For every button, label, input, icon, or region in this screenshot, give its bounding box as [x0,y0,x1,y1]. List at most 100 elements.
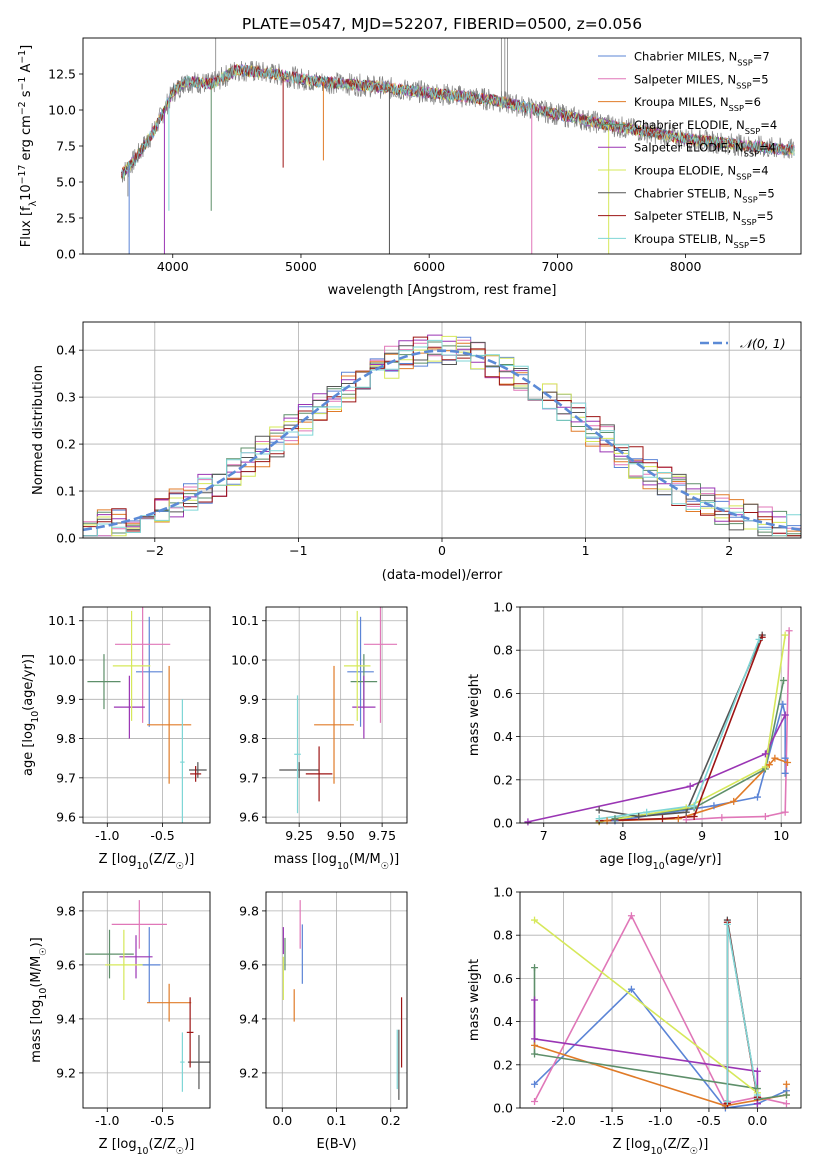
plot-area [121,38,795,254]
axes-frame [82,37,802,255]
error-bar-point [186,997,194,1068]
x-axis-label: Z [log10(Z/Z☉)] [613,1137,709,1157]
weight-marker [753,1091,761,1099]
legend-entry: Salpeter STELIB, NSSP=5 [634,209,774,227]
y-tick-label: 12.5 [48,67,76,82]
y-axis-label: mass weight [467,959,482,1041]
error-bar-point [85,929,134,979]
panel-age_vs_z: -1.0 -0.5 9.6 9.7 9.8 9.9 10.0 10.1 Z [log10(Z/Z… [21,606,211,872]
weight-marker [611,815,619,823]
weight-marker [690,813,698,821]
weight-marker [682,816,690,824]
legend-entry: Chabrier ELODIE, NSSP=4 [634,118,777,136]
error-bar-point [305,746,333,802]
y-tick-label: 0.4 [493,729,513,744]
x-axis-label: Z [log10(Z/Z☉)] [99,852,195,872]
weight-series-8 [599,639,760,820]
weight-marker [782,1091,790,1099]
y-tick-label: 9.9 [56,692,76,707]
y-tick-label: 7.5 [56,139,76,154]
x-axis-label: Z [log10(Z/Z☉)] [99,1137,195,1157]
legend-entry: Kroupa ELODIE, NSSP=4 [634,164,769,182]
error-bar-point [180,1032,185,1092]
weight-marker [718,814,726,822]
weight-marker [710,802,718,810]
legend-entry: Salpeter MILES, NSSP=5 [634,72,769,90]
weight-marker [643,808,651,816]
weight-series-6 [599,634,763,818]
y-tick-label: 10.1 [231,613,259,628]
weight-marker [771,754,779,762]
plot-area [87,607,207,823]
y-axis-label: age [log10(age/yr)] [21,654,41,776]
x-tick-label: -1.5 [600,1113,624,1128]
error-bar-point [347,616,374,727]
axes-frame [82,891,211,1109]
weight-marker [781,754,789,762]
y-axis-label: mass weight [467,674,482,756]
error-bar-point [190,766,202,782]
y-tick-label: 5.0 [56,175,76,190]
y-tick-label: 2.5 [56,211,76,226]
axes-frame [82,321,802,539]
weight-marker [690,802,698,810]
y-tick-label: 9.2 [239,1065,259,1080]
y-tick-label: 9.8 [56,731,76,746]
x-tick-label: −2 [146,543,164,558]
y-tick-label: 9.2 [56,1065,76,1080]
figure-title: PLATE=0547, MJD=52207, FIBERID=0500, z=0… [242,15,642,33]
axes-frame [519,891,802,1109]
x-tick-label: -1.0 [95,1113,119,1128]
y-tick-label: 9.7 [239,770,259,785]
y-tick-label: 0.0 [56,247,76,262]
weight-marker [761,763,769,771]
y-tick-label: 9.9 [239,692,259,707]
legend-entry: Salpeter ELODIE, NSSP=4 [634,141,776,159]
error-bar-point [136,616,163,727]
weight-marker [595,815,603,823]
axes-frame [519,606,802,824]
ticks [262,910,392,1112]
weight-marker [785,627,793,635]
x-tick-label: 9 [698,828,706,843]
weight-series-7 [599,636,763,822]
plot-area [279,607,398,814]
error-bar-point [105,929,143,1000]
y-tick-label: 0.0 [493,1101,513,1116]
y-tick-label: 10.0 [48,103,76,118]
y-tick-label: 9.4 [239,1011,259,1026]
grid-lines [520,891,801,1109]
weight-marker [761,750,769,758]
error-bar-point [363,607,398,723]
x-tick-label: 1 [582,543,590,558]
error-bar-point [352,675,376,739]
plot-area [282,900,403,1100]
panel-mass_vs_z: -1.0 -0.5 9.2 9.4 9.6 9.8 Z [log10(Z/Z☉)] mass … [29,891,211,1157]
weight-marker [781,631,789,639]
weight-marker [765,761,773,769]
x-tick-label: 0.0 [747,1113,767,1128]
weight-marker [723,1098,731,1106]
weight-marker [595,806,603,814]
y-axis-label: Normed distribution [31,365,46,495]
y-tick-label: 9.6 [239,810,259,825]
y-tick-label: 0.8 [493,643,513,658]
panel-age_vs_mass: 9.25 9.50 9.75 9.6 9.7 9.8 9.9 10.0 10.1 mass [lo… [231,606,408,872]
axes-frame [265,891,408,1109]
axes-frame [82,606,211,824]
legend-entry: Kroupa STELIB, NSSP=5 [634,232,766,250]
y-tick-label: 9.6 [56,957,76,972]
error-bar-point [189,762,207,778]
x-tick-label: -0.5 [150,1113,174,1128]
panel-mass_weight_vs_age: 7 8 9 10 0.0 0.2 0.4 0.6 0.8 1.0 age [log10(age/yr… [467,600,802,872]
weight-marker [674,815,682,823]
x-tick-label: −1 [289,543,307,558]
weight-marker [682,808,690,816]
legend-entry: Kroupa MILES, NSSP=6 [634,95,761,113]
error-bar-point [112,610,151,721]
y-tick-label: 0.2 [493,1057,513,1072]
error-bar-point [343,610,371,721]
grid-lines [83,607,210,823]
y-tick-label: 0.4 [493,1014,513,1029]
